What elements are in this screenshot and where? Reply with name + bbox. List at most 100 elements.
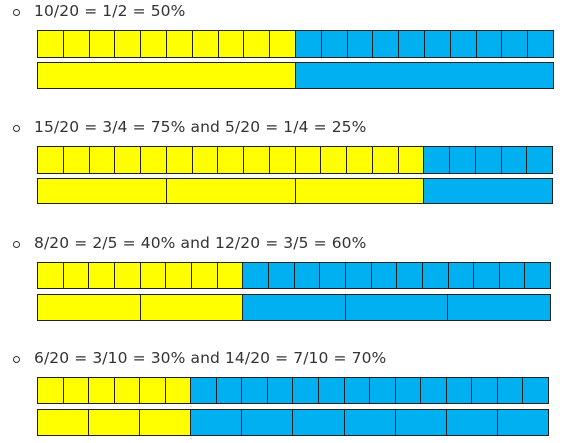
unshaded-part (191, 378, 217, 403)
grouped-bar (37, 409, 549, 436)
shaded-part (192, 31, 219, 57)
bullet-circle-icon (13, 125, 20, 132)
twentieths-bar (37, 377, 549, 404)
shaded-part (244, 147, 270, 173)
unshaded-group (242, 410, 294, 435)
twentieths-bar (37, 146, 553, 174)
shaded-part (115, 31, 142, 57)
unshaded-group (497, 410, 548, 435)
shaded-part (63, 378, 90, 403)
shaded-part (192, 147, 219, 173)
unshaded-part (497, 378, 524, 403)
unshaded-part (450, 31, 477, 57)
shaded-part (295, 147, 322, 173)
unshaded-part (525, 263, 551, 288)
shaded-part (218, 147, 244, 173)
unshaded-part (476, 31, 503, 57)
unshaded-group (293, 410, 345, 435)
unshaded-part (527, 147, 552, 173)
unshaded-part (370, 378, 396, 403)
unshaded-part (395, 378, 422, 403)
unshaded-part (347, 31, 374, 57)
unshaded-part (295, 31, 322, 57)
example-label: 10/20 = 1/2 = 50% (34, 2, 186, 20)
shaded-group (166, 179, 296, 203)
unshaded-part (294, 263, 321, 288)
shaded-group (38, 410, 90, 435)
shaded-part (114, 378, 141, 403)
shaded-part (244, 31, 271, 57)
unshaded-group (191, 410, 243, 435)
shaded-part (115, 147, 141, 173)
shaded-part (38, 263, 64, 288)
grouped-bar (37, 294, 551, 321)
unshaded-part (216, 378, 243, 403)
unshaded-part (475, 147, 502, 173)
unshaded-part (474, 263, 500, 288)
shaded-part (165, 378, 192, 403)
unshaded-part (422, 263, 449, 288)
shaded-group (38, 295, 141, 320)
unshaded-group (424, 179, 552, 203)
grouped-bar (37, 178, 553, 204)
unshaded-part (450, 147, 476, 173)
shaded-part (321, 147, 347, 173)
unshaded-part (499, 263, 526, 288)
shaded-part (63, 31, 90, 57)
bullet-circle-icon (13, 241, 20, 248)
shaded-part (140, 263, 167, 288)
shaded-part (218, 31, 245, 57)
shaded-part (141, 147, 167, 173)
shaded-part (166, 263, 192, 288)
twentieths-bar (37, 262, 551, 289)
shaded-part (166, 31, 193, 57)
unshaded-part (268, 263, 295, 288)
example-label: 15/20 = 3/4 = 75% and 5/20 = 1/4 = 25% (34, 118, 367, 136)
shaded-group (89, 410, 141, 435)
shaded-part (89, 147, 116, 173)
unshaded-part (472, 378, 498, 403)
bullet-circle-icon (13, 356, 20, 363)
grouped-bar (37, 62, 554, 89)
bullet-circle-icon (13, 9, 20, 16)
shaded-group (140, 295, 244, 320)
example-label: 6/20 = 3/10 = 30% and 14/20 = 7/10 = 70% (34, 349, 387, 367)
unshaded-group (448, 295, 550, 320)
unshaded-part (523, 378, 548, 403)
example-label: 8/20 = 2/5 = 40% and 12/20 = 3/5 = 60% (34, 234, 367, 252)
unshaded-group (345, 295, 449, 320)
unshaded-part (501, 147, 528, 173)
shaded-part (38, 378, 64, 403)
unshaded-part (320, 263, 346, 288)
unshaded-group (395, 410, 447, 435)
unshaded-group (446, 410, 498, 435)
shaded-part (114, 263, 141, 288)
unshaded-part (397, 263, 423, 288)
unshaded-part (371, 263, 398, 288)
unshaded-group (296, 63, 553, 88)
unshaded-part (345, 263, 372, 288)
unshaded-part (424, 147, 450, 173)
shaded-part (89, 31, 116, 57)
unshaded-part (448, 263, 475, 288)
shaded-part (89, 263, 115, 288)
shaded-part (191, 263, 218, 288)
shaded-part (63, 147, 90, 173)
shaded-part (217, 263, 244, 288)
unshaded-part (421, 378, 447, 403)
shaded-part (269, 147, 296, 173)
unshaded-part (399, 31, 425, 57)
shaded-part (398, 147, 425, 173)
unshaded-group (243, 295, 346, 320)
unshaded-part (528, 31, 553, 57)
shaded-group (295, 179, 425, 203)
unshaded-part (344, 378, 371, 403)
shaded-group (38, 63, 296, 88)
unshaded-group (344, 410, 396, 435)
unshaded-part (424, 31, 451, 57)
unshaded-part (267, 378, 294, 403)
shaded-part (63, 263, 90, 288)
unshaded-part (502, 31, 529, 57)
shaded-part (372, 147, 399, 173)
shaded-part (166, 147, 193, 173)
